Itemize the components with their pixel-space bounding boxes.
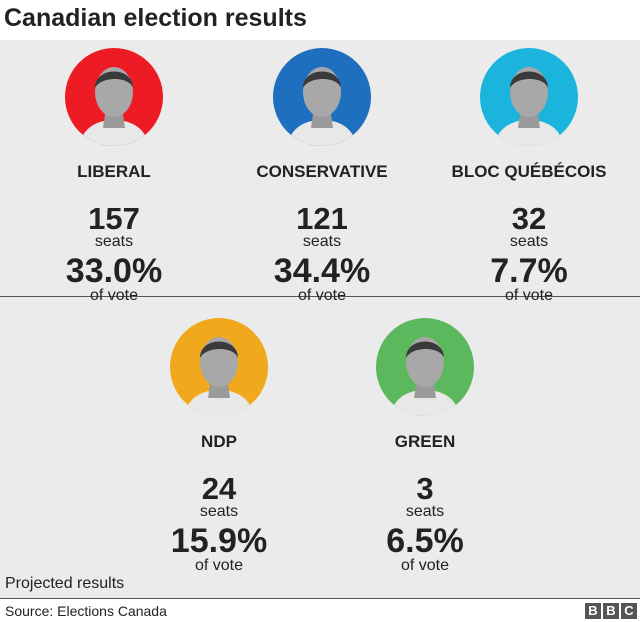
seats-label: seats [509, 233, 549, 250]
seat-count: 32 [511, 201, 547, 236]
logo-letter: B [585, 603, 601, 619]
seat-count: 121 [296, 201, 348, 236]
leader-silhouette-icon [287, 67, 357, 146]
leader-photo [170, 318, 268, 416]
seats-label: seats [302, 233, 342, 250]
row-divider [0, 296, 640, 297]
seat-count: 157 [88, 201, 140, 236]
party-name: GREEN [394, 432, 456, 451]
seats-label: seats [94, 233, 134, 250]
leader-silhouette-icon [184, 337, 254, 416]
seats-label: seats [199, 503, 239, 520]
leader-photo [480, 48, 578, 146]
leader-photo [376, 318, 474, 416]
bbc-logo: B B C [585, 603, 637, 619]
vote-share: 34.4% [273, 252, 371, 290]
footer-divider [0, 598, 640, 599]
party-green: GREEN 3 seats 6.5% of vote [325, 318, 525, 574]
vote-label: of vote [504, 287, 554, 304]
party-name: CONSERVATIVE [256, 162, 388, 181]
source-text: Source: Elections Canada [5, 603, 167, 619]
vote-label: of vote [297, 287, 347, 304]
vote-label: of vote [400, 557, 450, 574]
leader-silhouette-icon [494, 67, 564, 146]
vote-share: 33.0% [65, 252, 163, 290]
leader-silhouette-icon [79, 67, 149, 146]
leader-photo [65, 48, 163, 146]
party-ndp: NDP 24 seats 15.9% of vote [119, 318, 319, 574]
vote-label: of vote [194, 557, 244, 574]
party-conservative: CONSERVATIVE 121 seats 34.4% of vote [222, 48, 422, 304]
party-name: NDP [201, 432, 237, 451]
vote-share: 6.5% [386, 522, 464, 560]
party-liberal: LIBERAL 157 seats 33.0% of vote [14, 48, 214, 304]
logo-letter: C [621, 603, 637, 619]
vote-share: 15.9% [170, 522, 268, 560]
party-bloc-qu-b-cois: BLOC QUÉBÉCOIS 32 seats 7.7% of vote [429, 48, 629, 304]
vote-label: of vote [89, 287, 139, 304]
chart-title: Canadian election results [4, 4, 307, 32]
vote-share: 7.7% [490, 252, 568, 290]
logo-letter: B [603, 603, 619, 619]
leader-silhouette-icon [390, 337, 460, 416]
projected-note: Projected results [5, 575, 125, 592]
party-name: BLOC QUÉBÉCOIS [451, 162, 607, 181]
leader-photo [273, 48, 371, 146]
seats-label: seats [405, 503, 445, 520]
seat-count: 24 [201, 471, 237, 506]
seat-count: 3 [416, 471, 434, 506]
party-name: LIBERAL [77, 162, 151, 181]
